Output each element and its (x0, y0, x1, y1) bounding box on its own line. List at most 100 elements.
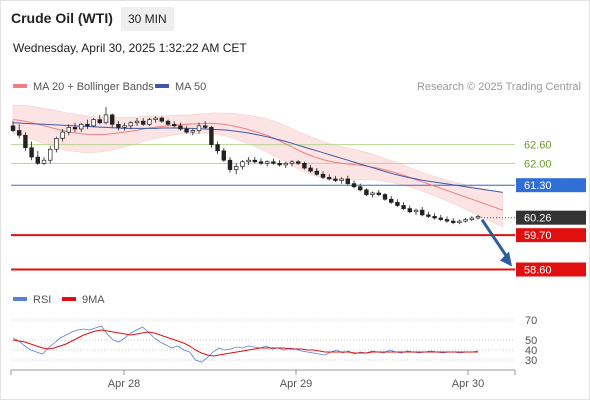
bollinger-band-area (12, 105, 504, 228)
candle-body (165, 120, 171, 125)
candlesticks (10, 107, 481, 225)
candle-body (457, 220, 462, 224)
candle-body (128, 122, 134, 127)
candle-body (153, 117, 158, 120)
candle-body (345, 178, 351, 184)
ma50-line (12, 122, 503, 193)
ma50-legend-swatch (155, 84, 169, 88)
candle-body (283, 162, 289, 166)
candle-body (258, 161, 264, 164)
rsi-ma-legend-label: 9MA (82, 294, 105, 306)
candle-body (277, 162, 282, 166)
rsi-ma-line (12, 329, 478, 357)
candle-body (314, 170, 320, 175)
candle-body (23, 134, 28, 149)
rsi-legend: RSI 9MA (13, 294, 105, 306)
candle-body (401, 205, 406, 209)
candle-body (333, 178, 338, 181)
candle-body (221, 150, 227, 161)
rsi-legend-label: RSI (33, 294, 51, 306)
candle-body (289, 161, 295, 164)
candle-body (16, 130, 22, 136)
candle-body (116, 123, 121, 128)
candle-body (432, 216, 437, 219)
level-labels: 62.60 62.00 61.30 60.26 59.70 58.60 (516, 140, 586, 277)
candle-body (91, 119, 96, 127)
level-tag-59.70 (516, 228, 586, 243)
candle-body (215, 144, 220, 152)
candle-body (246, 159, 251, 163)
candle-body (103, 114, 109, 124)
x-tick-label: Apr 29 (280, 378, 312, 390)
candle-body (264, 161, 270, 164)
candle-body (407, 208, 413, 213)
candle-body (395, 202, 400, 206)
x-axis: Apr 28 Apr 29 Apr 30 (10, 369, 516, 390)
rsi-tick-30: 30 (525, 355, 537, 367)
instrument-title: Crude Oil (WTI) (11, 10, 113, 26)
candle-body (388, 198, 394, 203)
candle-body (419, 209, 425, 216)
candle-body (122, 125, 127, 128)
candle-body (308, 167, 313, 172)
main-legend: MA 20 + Bollinger Bands MA 50 Research ©… (13, 81, 581, 93)
candle-body (85, 123, 90, 127)
rsi-tick-70: 70 (525, 315, 537, 327)
bollinger-bands (12, 105, 504, 228)
candle-body (47, 148, 53, 161)
candle-body (463, 219, 468, 222)
projection-arrow-head (500, 251, 512, 267)
candle-body (357, 186, 363, 191)
level-label-60.26: 60.26 (524, 213, 552, 225)
candle-body (382, 194, 388, 200)
candle-body (351, 183, 357, 188)
rsi-tick-40: 40 (525, 345, 537, 357)
candle-body (413, 209, 419, 213)
candle-body (29, 147, 34, 158)
rsi-ma-legend-swatch (62, 297, 76, 301)
level-label-58.60: 58.60 (524, 265, 552, 277)
rsi-legend-swatch (13, 297, 27, 301)
candle-body (171, 123, 177, 127)
level-tag-58.60 (516, 262, 586, 277)
ma50-legend-label: MA 50 (175, 81, 206, 93)
candle-body (252, 159, 258, 163)
candle-body (227, 159, 233, 170)
candle-body (72, 127, 78, 130)
ma20-legend-swatch (13, 84, 27, 88)
rsi-tick-50: 50 (525, 335, 537, 347)
candle-body (66, 127, 72, 133)
candle-body (54, 138, 59, 150)
level-tag-60.26 (516, 210, 586, 225)
level-tag-61.30 (516, 178, 586, 193)
candle-body (202, 125, 208, 128)
candle-body (302, 162, 307, 169)
candle-body (339, 178, 344, 181)
candle-body (233, 166, 239, 170)
candle-body (190, 130, 196, 133)
candle-body (109, 114, 115, 125)
candle-body (240, 161, 245, 167)
candle-body (426, 214, 431, 217)
candle-body (271, 161, 276, 164)
candle-body (184, 128, 189, 133)
candle-body (469, 217, 475, 220)
x-tick-label: Apr 28 (108, 378, 140, 390)
interval-button[interactable]: 30 MIN (121, 7, 174, 31)
level-label-61.30: 61.30 (524, 180, 552, 192)
candle-body (370, 192, 375, 195)
candle-body (320, 173, 326, 178)
candle-body (326, 177, 332, 180)
candle-body (376, 192, 382, 195)
projection-arrow (480, 218, 512, 267)
candle-body (196, 125, 202, 131)
level-label-62.00: 62.00 (524, 158, 552, 170)
candle-body (134, 120, 140, 124)
rsi-line (12, 325, 479, 363)
candle-body (450, 220, 456, 224)
candle-body (364, 189, 369, 195)
level-label-59.70: 59.70 (524, 230, 552, 242)
candle-body (97, 119, 103, 124)
candle-body (438, 217, 444, 220)
